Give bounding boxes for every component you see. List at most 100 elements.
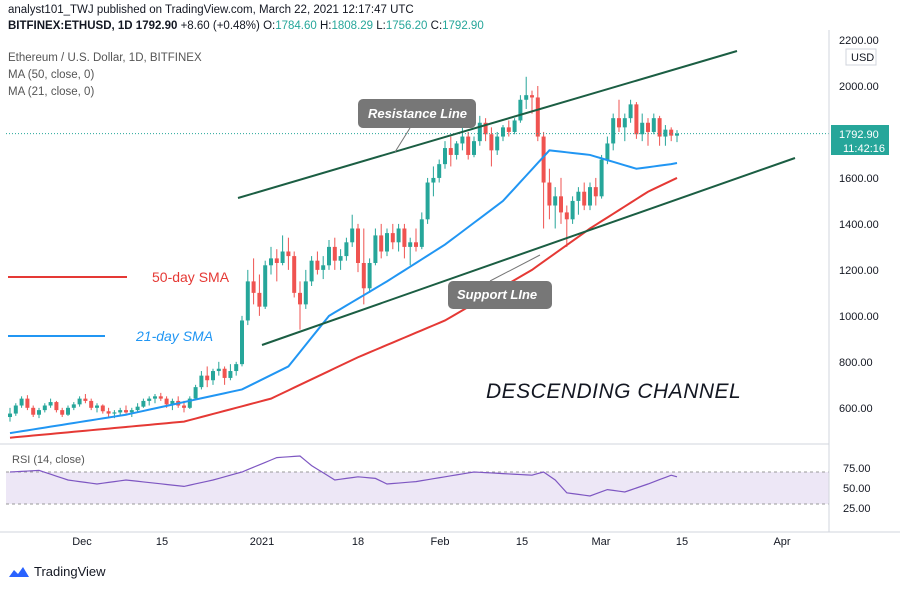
candle-body xyxy=(321,265,326,270)
brand-name: TradingView xyxy=(34,564,106,579)
candle-body xyxy=(385,233,389,252)
candle-body xyxy=(379,235,384,252)
candle-body xyxy=(559,196,563,213)
rsi-line xyxy=(9,455,678,497)
candle-body xyxy=(356,228,360,263)
candle-body xyxy=(153,396,157,399)
rsi-tick: 75.00 xyxy=(843,463,871,475)
candle-body xyxy=(373,235,378,263)
price-tick: 2200.00 xyxy=(839,35,879,47)
candle-body xyxy=(280,251,285,263)
rsi-tick: 25.00 xyxy=(843,503,871,515)
candle-body xyxy=(535,97,540,137)
o-label: O: xyxy=(263,20,276,32)
candle-body xyxy=(489,134,494,151)
candle-body xyxy=(588,187,592,206)
candle-body xyxy=(634,104,639,135)
time-tick: 18 xyxy=(352,536,364,548)
price-tick: 1600.00 xyxy=(839,173,879,185)
candle-body xyxy=(71,404,76,408)
candle-body xyxy=(483,122,488,135)
candle-body xyxy=(657,118,662,137)
candle-body xyxy=(77,398,82,405)
chart-canvas[interactable]: 50-day SMA 21-day SMA DESCENDING CHANNEL Re… xyxy=(0,0,900,556)
candle-body xyxy=(135,406,140,411)
candle-body xyxy=(448,148,453,155)
candle-body xyxy=(182,405,186,408)
candle-body xyxy=(263,265,268,307)
time-tick: Apr xyxy=(773,536,790,548)
candle-body xyxy=(83,398,88,401)
candle-body xyxy=(245,281,250,321)
support-line xyxy=(261,157,796,346)
candle-body xyxy=(222,368,227,378)
candle-body xyxy=(582,191,587,206)
candle-body xyxy=(396,228,401,243)
candle-body xyxy=(408,242,413,247)
candle-body xyxy=(211,371,215,381)
last-price-label: 1792.90 xyxy=(839,129,879,141)
candle-body xyxy=(37,410,41,415)
candle-body xyxy=(216,368,221,372)
candle-body xyxy=(332,246,337,261)
price-tick: 1200.00 xyxy=(839,265,879,277)
candle-body xyxy=(443,148,447,165)
candle-body xyxy=(530,95,534,98)
change: +8.60 (+0.48%) xyxy=(180,20,260,32)
rsi-band xyxy=(6,472,829,504)
candle-body xyxy=(390,233,395,243)
candle-body xyxy=(367,262,372,289)
price-tick: 600.00 xyxy=(839,403,873,415)
time-tick: Dec xyxy=(72,536,92,548)
candle-body xyxy=(31,407,36,415)
candle-body xyxy=(170,400,175,405)
tradingview-logo-icon xyxy=(9,566,29,577)
candle-body xyxy=(158,396,163,399)
high-value: 1808.29 xyxy=(331,20,374,32)
candle-body xyxy=(124,410,128,413)
candle-body xyxy=(251,281,256,293)
candle-body xyxy=(663,129,668,137)
candle-body xyxy=(228,371,233,378)
time-tick: 2021 xyxy=(250,536,274,548)
ma21-line xyxy=(9,149,678,435)
candle-body xyxy=(617,118,621,128)
support-label: Support LIne xyxy=(457,287,537,302)
time-tick: 15 xyxy=(516,536,528,548)
rsi-legend: RSI (14, close) xyxy=(12,454,85,466)
candle-body xyxy=(298,292,302,305)
candle-body xyxy=(541,136,546,183)
candle-body xyxy=(286,251,291,257)
candle-body xyxy=(506,127,511,132)
l-label: L: xyxy=(376,20,386,32)
sma50-label: 50-day SMA xyxy=(152,269,230,285)
candle-body xyxy=(402,228,407,247)
time-tick: Feb xyxy=(431,536,450,548)
resistance-callout xyxy=(358,99,476,128)
candle-body xyxy=(54,402,59,411)
candle-body xyxy=(274,258,279,263)
candle-body xyxy=(460,136,465,144)
time-tick: Mar xyxy=(592,536,611,548)
candle-body xyxy=(646,122,650,132)
candle-body xyxy=(66,407,70,415)
candle-body xyxy=(472,141,476,155)
candle-body xyxy=(622,118,627,128)
candle-body xyxy=(257,292,262,307)
candle-body xyxy=(437,164,442,178)
tradingview-logo[interactable]: TradingView xyxy=(8,564,106,579)
candle-body xyxy=(553,196,558,206)
last-price-badge xyxy=(831,125,889,155)
candle-body xyxy=(205,375,210,381)
candle-body xyxy=(106,411,111,414)
h-label: H: xyxy=(319,20,332,32)
candle-body xyxy=(147,398,152,401)
candle-body xyxy=(112,412,117,414)
time-tick: 15 xyxy=(676,536,688,548)
legend-ma50: MA (50, close, 0) xyxy=(8,69,95,81)
rsi-tick: 50.00 xyxy=(843,483,871,495)
currency-box xyxy=(845,48,877,66)
candle-body xyxy=(48,402,53,406)
candle-body xyxy=(344,242,349,257)
legend-title: Ethereum / U.S. Dollar, 1D, BITFINEX xyxy=(8,52,202,64)
